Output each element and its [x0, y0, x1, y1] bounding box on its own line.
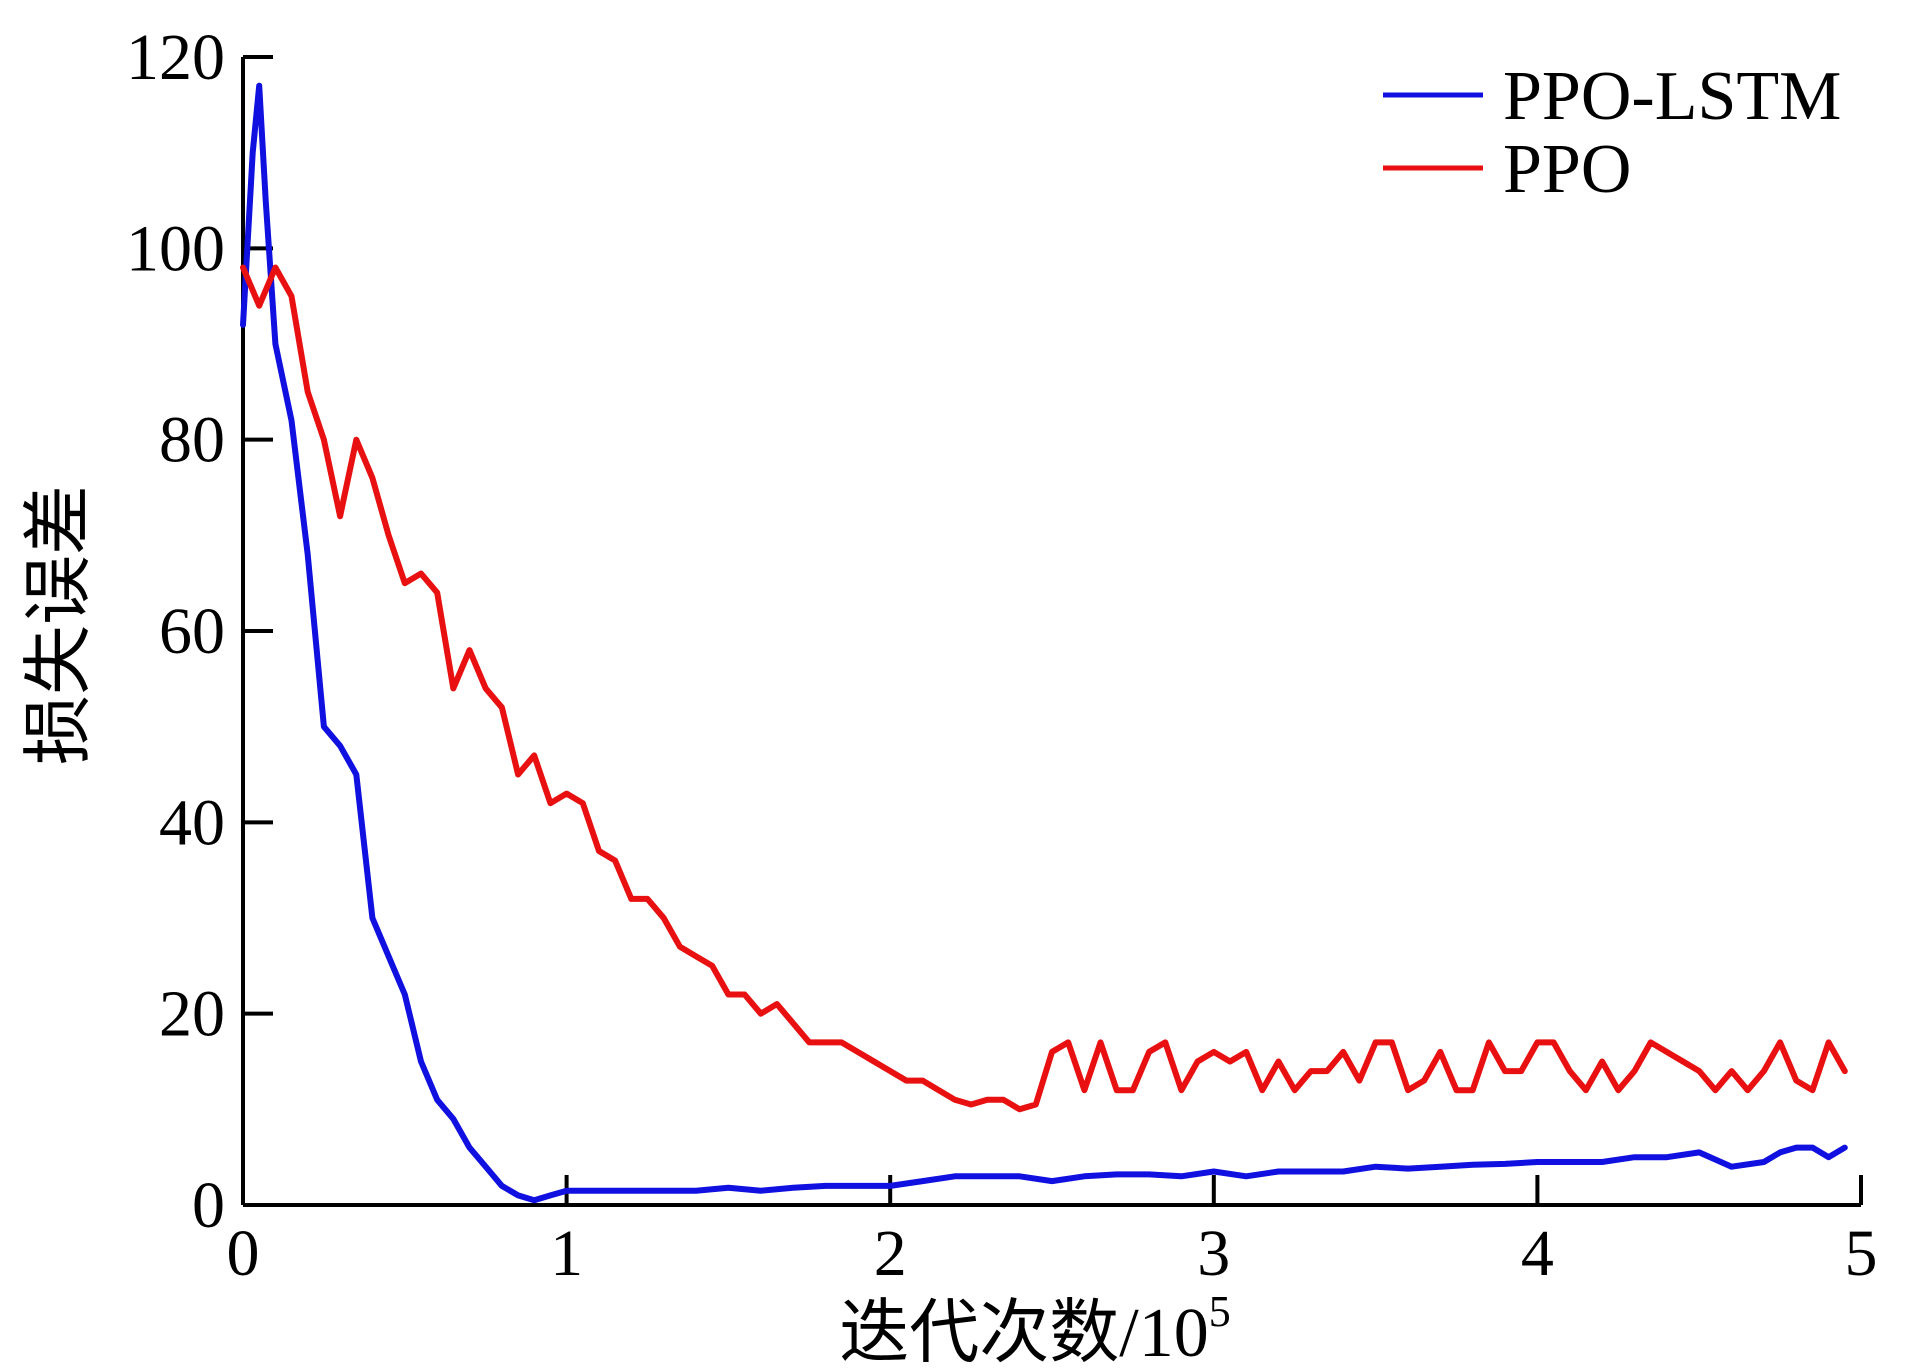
- y-tick-label: 120: [126, 21, 225, 94]
- y-tick-label: 100: [126, 212, 225, 285]
- x-axis-title: 迭代次数/105: [839, 1287, 1230, 1368]
- y-axis-title: 损失误差: [21, 485, 98, 765]
- series-line-ppo-lstm: [240, 82, 1848, 1204]
- x-tick-label: 0: [227, 1217, 260, 1290]
- x-tick-label: 3: [1197, 1217, 1230, 1290]
- x-tick-label: 2: [874, 1217, 907, 1290]
- series-line-ppo: [240, 264, 1848, 1113]
- x-tick-label: 4: [1521, 1217, 1554, 1290]
- x-tick-label: 1: [550, 1217, 583, 1290]
- legend-label: PPO-LSTM: [1503, 58, 1841, 135]
- legend-label: PPO: [1503, 131, 1631, 208]
- y-tick-label: 0: [192, 1169, 225, 1242]
- y-tick-label: 80: [159, 404, 225, 477]
- x-tick-label: 5: [1845, 1217, 1878, 1290]
- series-layer: [240, 82, 1848, 1204]
- y-tick-label: 60: [159, 595, 225, 668]
- y-tick-label: 40: [159, 786, 225, 859]
- y-tick-label: 20: [159, 978, 225, 1051]
